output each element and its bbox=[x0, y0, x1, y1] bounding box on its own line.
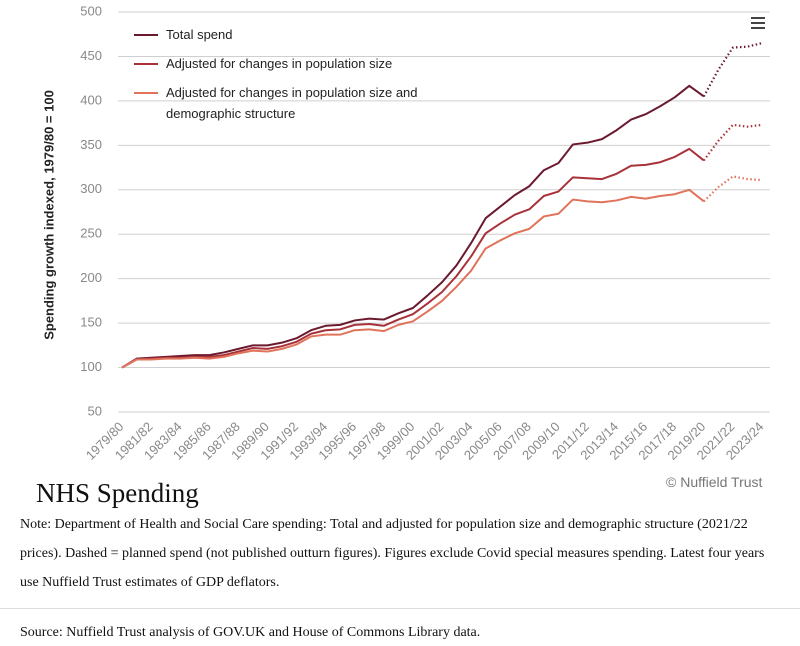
y-tick-label: 500 bbox=[80, 3, 102, 18]
planned-line bbox=[702, 42, 763, 97]
y-tick-label: 100 bbox=[80, 359, 102, 374]
legend-swatch bbox=[134, 63, 158, 65]
source: Source: Nuffield Trust analysis of GOV.U… bbox=[20, 625, 481, 640]
separator bbox=[0, 608, 800, 609]
chart: Spending growth indexed, 1979/80 = 100 5… bbox=[41, 3, 770, 463]
planned-line bbox=[702, 123, 763, 162]
y-tick-label: 400 bbox=[80, 92, 102, 107]
note: Note: Department of Health and Social Ca… bbox=[20, 517, 765, 590]
y-tick-label: 350 bbox=[80, 137, 102, 152]
legend-label: Adjusted for changes in population size bbox=[166, 56, 393, 71]
menu-button[interactable] bbox=[751, 17, 765, 32]
legend-item: Adjusted for changes in population size bbox=[134, 53, 434, 74]
legend-label: Adjusted for changes in population size … bbox=[166, 85, 418, 121]
legend-item: Adjusted for changes in population size … bbox=[134, 82, 434, 124]
legend-swatch bbox=[134, 34, 158, 36]
legend: Total spend Adjusted for changes in popul… bbox=[134, 24, 434, 132]
series-line bbox=[121, 188, 705, 369]
y-tick-label: 150 bbox=[80, 315, 102, 330]
chart-title: NHS Spending bbox=[36, 478, 199, 508]
series-line bbox=[121, 147, 705, 369]
y-tick-label: 200 bbox=[80, 270, 102, 285]
y-tick-label: 300 bbox=[80, 181, 102, 196]
series-line bbox=[121, 84, 705, 369]
y-axis-title: Spending growth indexed, 1979/80 = 100 bbox=[41, 90, 56, 340]
credit: © Nuffield Trust bbox=[666, 474, 763, 490]
planned-line bbox=[703, 175, 763, 203]
y-tick-label: 250 bbox=[80, 226, 102, 241]
legend-label: Total spend bbox=[166, 27, 233, 42]
y-tick-label: 50 bbox=[88, 403, 102, 418]
y-tick-label: 450 bbox=[80, 48, 102, 63]
legend-swatch bbox=[134, 92, 158, 94]
legend-item: Total spend bbox=[134, 24, 434, 45]
